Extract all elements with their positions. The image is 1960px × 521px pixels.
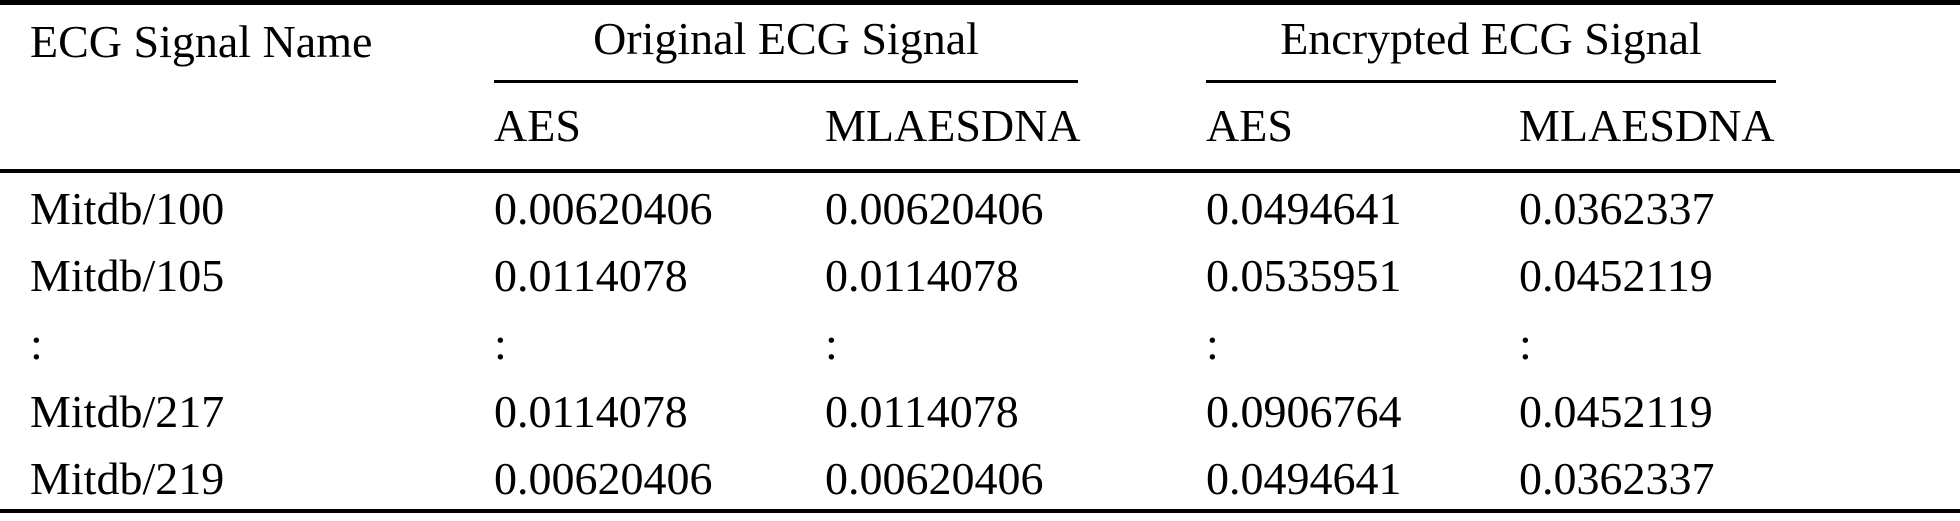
value-cell: : (494, 318, 507, 369)
group-header-original-cell: Original ECG Signal (494, 3, 1206, 83)
value-cell: 0.00620406 (825, 453, 1044, 504)
value-cell: : (1206, 318, 1219, 369)
value-cell: : (1519, 318, 1532, 369)
group-header-original-label: Original ECG Signal (494, 12, 1078, 83)
value-cell: 0.0114078 (825, 250, 1019, 301)
subheader-original-mlaesdna: MLAESDNA (825, 82, 1206, 173)
row-name-cell: : (30, 318, 43, 369)
table-row: Mitdb/100 0.00620406 0.00620406 0.049464… (0, 171, 1960, 239)
table-row: Mitdb/219 0.00620406 0.00620406 0.049464… (0, 443, 1960, 511)
value-cell: 0.00620406 (825, 183, 1044, 234)
group-header-row: ECG Signal Name Original ECG Signal Encr… (0, 2, 1960, 173)
row-name-cell: Mitdb/100 (30, 183, 225, 234)
value-cell: 0.0494641 (1206, 183, 1402, 234)
value-cell: 0.00620406 (494, 453, 713, 504)
header-ecg-signal-name: ECG Signal Name (0, 2, 494, 173)
value-cell: 0.0906764 (1206, 386, 1402, 437)
value-cell: 0.0114078 (494, 250, 688, 301)
value-cell: 0.0114078 (494, 386, 688, 437)
subheader-row: AES MLAESDNA AES MLAESDNA (0, 82, 1960, 173)
value-cell: 0.0362337 (1519, 183, 1715, 234)
row-name-cell: Mitdb/217 (30, 386, 225, 437)
group-header-encrypted-label: Encrypted ECG Signal (1206, 12, 1776, 83)
row-name-cell: Mitdb/105 (30, 250, 225, 301)
group-header-encrypted-cell: Encrypted ECG Signal (1206, 3, 1960, 83)
table-row: Mitdb/105 0.0114078 0.0114078 0.0535951 … (0, 239, 1960, 307)
value-cell: 0.0494641 (1206, 453, 1402, 504)
subheader-encrypted-mlaesdna: MLAESDNA (1519, 82, 1960, 173)
row-name-cell: Mitdb/219 (30, 453, 225, 504)
value-cell: 0.0452119 (1519, 250, 1713, 301)
value-cell: 0.0535951 (1206, 250, 1402, 301)
value-cell: : (825, 318, 838, 369)
value-cell: 0.0362337 (1519, 453, 1715, 504)
value-cell: 0.00620406 (494, 183, 713, 234)
value-cell: 0.0114078 (825, 386, 1019, 437)
value-cell: 0.0452119 (1519, 386, 1713, 437)
table-row: Mitdb/217 0.0114078 0.0114078 0.0906764 … (0, 375, 1960, 443)
subheader-original-aes: AES (494, 82, 825, 173)
table-row-ellipsis: : : : : : (0, 307, 1960, 375)
subheader-encrypted-aes: AES (1206, 82, 1519, 173)
